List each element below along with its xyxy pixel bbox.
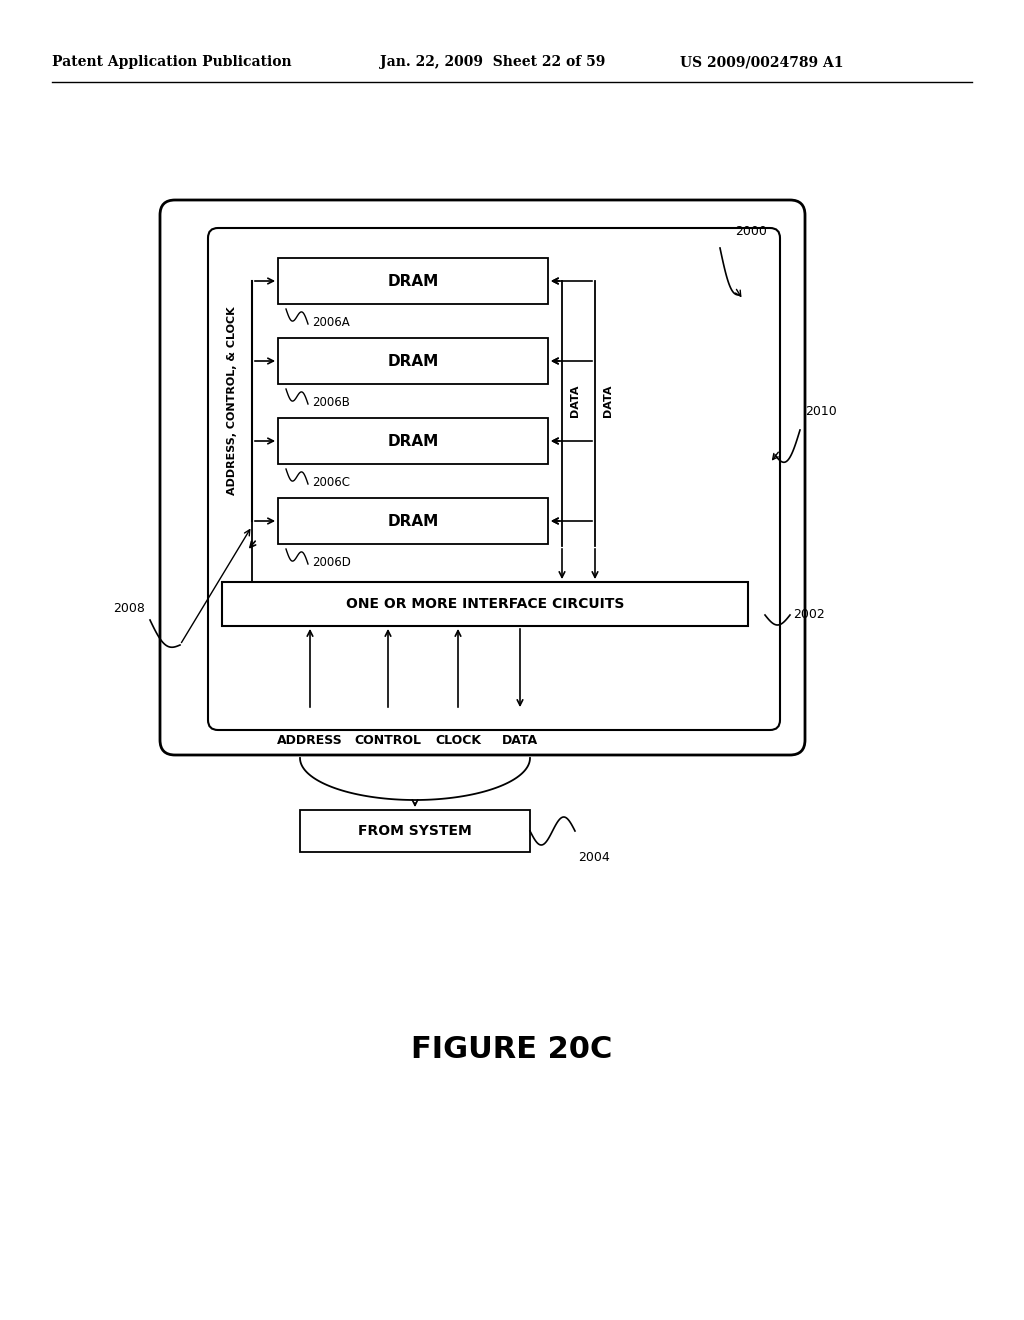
Text: Patent Application Publication: Patent Application Publication (52, 55, 292, 69)
FancyBboxPatch shape (278, 257, 548, 304)
Text: DRAM: DRAM (387, 513, 438, 528)
Text: 2006A: 2006A (312, 315, 350, 329)
Text: DRAM: DRAM (387, 354, 438, 368)
FancyBboxPatch shape (278, 418, 548, 465)
Text: DATA: DATA (603, 384, 613, 417)
FancyBboxPatch shape (300, 810, 530, 851)
Text: 2006B: 2006B (312, 396, 350, 408)
Text: DATA: DATA (570, 384, 580, 417)
Text: DATA: DATA (502, 734, 538, 747)
Text: 2010: 2010 (805, 405, 837, 418)
FancyBboxPatch shape (278, 338, 548, 384)
FancyBboxPatch shape (208, 228, 780, 730)
Text: 2008: 2008 (113, 602, 145, 615)
FancyBboxPatch shape (160, 201, 805, 755)
Text: DRAM: DRAM (387, 433, 438, 449)
Text: FIGURE 20C: FIGURE 20C (412, 1035, 612, 1064)
Text: FROM SYSTEM: FROM SYSTEM (358, 824, 472, 838)
Text: Jan. 22, 2009  Sheet 22 of 59: Jan. 22, 2009 Sheet 22 of 59 (380, 55, 605, 69)
Text: US 2009/0024789 A1: US 2009/0024789 A1 (680, 55, 844, 69)
Text: 2000: 2000 (735, 224, 767, 238)
Text: ADDRESS: ADDRESS (278, 734, 343, 747)
Text: ONE OR MORE INTERFACE CIRCUITS: ONE OR MORE INTERFACE CIRCUITS (346, 597, 625, 611)
Text: ADDRESS, CONTROL, & CLOCK: ADDRESS, CONTROL, & CLOCK (227, 306, 237, 495)
Text: DRAM: DRAM (387, 273, 438, 289)
Text: CLOCK: CLOCK (435, 734, 481, 747)
FancyBboxPatch shape (278, 498, 548, 544)
Text: 2006C: 2006C (312, 475, 350, 488)
Text: 2002: 2002 (793, 609, 824, 622)
Text: 2006D: 2006D (312, 556, 351, 569)
Text: CONTROL: CONTROL (354, 734, 422, 747)
Text: 2004: 2004 (578, 851, 609, 865)
FancyBboxPatch shape (222, 582, 748, 626)
